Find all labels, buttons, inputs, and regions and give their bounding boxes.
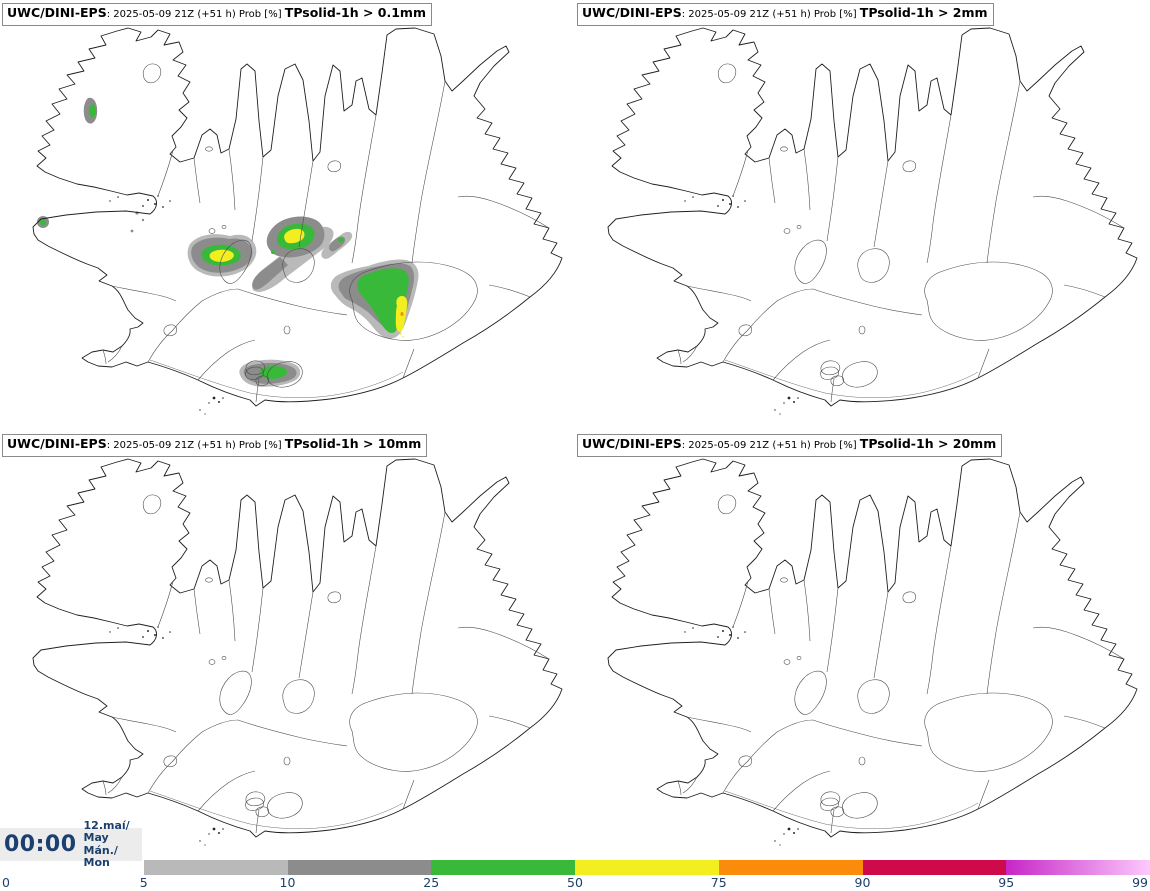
colorbar-segment	[862, 860, 1007, 875]
valid-time: 00:00	[4, 832, 77, 857]
panel-prob-2mm: UWC/DINI-EPS: 2025-05-09 21Z (+51 h) Pro…	[575, 0, 1150, 430]
colorbar-tick-label: 5	[139, 875, 148, 890]
run-info: : 2025-05-09 21Z (+51 h) Prob [%]	[106, 440, 285, 451]
colorbar-tick-label: 99	[1132, 875, 1148, 890]
probability-legend: 0 5 10 25 50 75 90 95 99	[0, 860, 1150, 891]
valid-time-block: 00:00 12.maí/ May Mán./ Mon	[0, 819, 142, 869]
product-name: UWC/DINI-EPS	[7, 436, 107, 451]
colorbar-segment	[1006, 860, 1150, 875]
product-name: UWC/DINI-EPS	[7, 5, 107, 20]
run-info: : 2025-05-09 21Z (+51 h) Prob [%]	[681, 440, 860, 451]
colorbar-tick-label: 0	[2, 875, 10, 890]
iceland-map	[607, 22, 1138, 416]
iceland-map	[32, 453, 563, 847]
panel-prob-10mm: UWC/DINI-EPS: 2025-05-09 21Z (+51 h) Pro…	[0, 431, 575, 861]
colorbar	[0, 860, 1150, 875]
run-info: : 2025-05-09 21Z (+51 h) Prob [%]	[106, 9, 285, 20]
product-name: UWC/DINI-EPS	[582, 436, 682, 451]
colorbar-tick-label: 75	[710, 875, 727, 890]
colorbar-tick-label: 50	[567, 875, 583, 890]
panel-title: UWC/DINI-EPS: 2025-05-09 21Z (+51 h) Pro…	[577, 3, 994, 26]
colorbar-segment	[143, 860, 288, 875]
valid-date-line2: Mán./ Mon	[83, 843, 118, 869]
valid-date: 12.maí/ May Mán./ Mon	[83, 818, 142, 870]
iceland-map	[607, 453, 1138, 847]
colorbar-tick-label: 95	[998, 875, 1015, 890]
colorbar-segment	[575, 860, 719, 875]
colorbar-segment	[718, 860, 863, 875]
colorbar-segment	[287, 860, 432, 875]
panel-title: UWC/DINI-EPS: 2025-05-09 21Z (+51 h) Pro…	[2, 434, 428, 457]
panel-title: UWC/DINI-EPS: 2025-05-09 21Z (+51 h) Pro…	[577, 434, 1003, 457]
panel-title: UWC/DINI-EPS: 2025-05-09 21Z (+51 h) Pro…	[2, 3, 432, 26]
colorbar-labels: 0 5 10 25 50 75 90 95 99	[0, 875, 1150, 891]
colorbar-segment	[431, 860, 575, 875]
colorbar-tick-label: 10	[279, 875, 296, 890]
threshold-label: TPsolid-1h > 0.1mm	[284, 5, 426, 20]
run-info: : 2025-05-09 21Z (+51 h) Prob [%]	[681, 9, 860, 20]
iceland-map	[32, 22, 563, 416]
threshold-label: TPsolid-1h > 2mm	[859, 5, 988, 20]
valid-date-line1: 12.maí/ May	[83, 818, 130, 844]
threshold-label: TPsolid-1h > 20mm	[859, 436, 997, 451]
product-name: UWC/DINI-EPS	[582, 5, 682, 20]
colorbar-tick-label: 90	[854, 875, 871, 890]
panel-prob-0p1mm: UWC/DINI-EPS: 2025-05-09 21Z (+51 h) Pro…	[0, 0, 575, 430]
threshold-label: TPsolid-1h > 10mm	[284, 436, 422, 451]
panel-prob-20mm: UWC/DINI-EPS: 2025-05-09 21Z (+51 h) Pro…	[575, 431, 1150, 861]
colorbar-tick-label: 25	[423, 875, 440, 890]
